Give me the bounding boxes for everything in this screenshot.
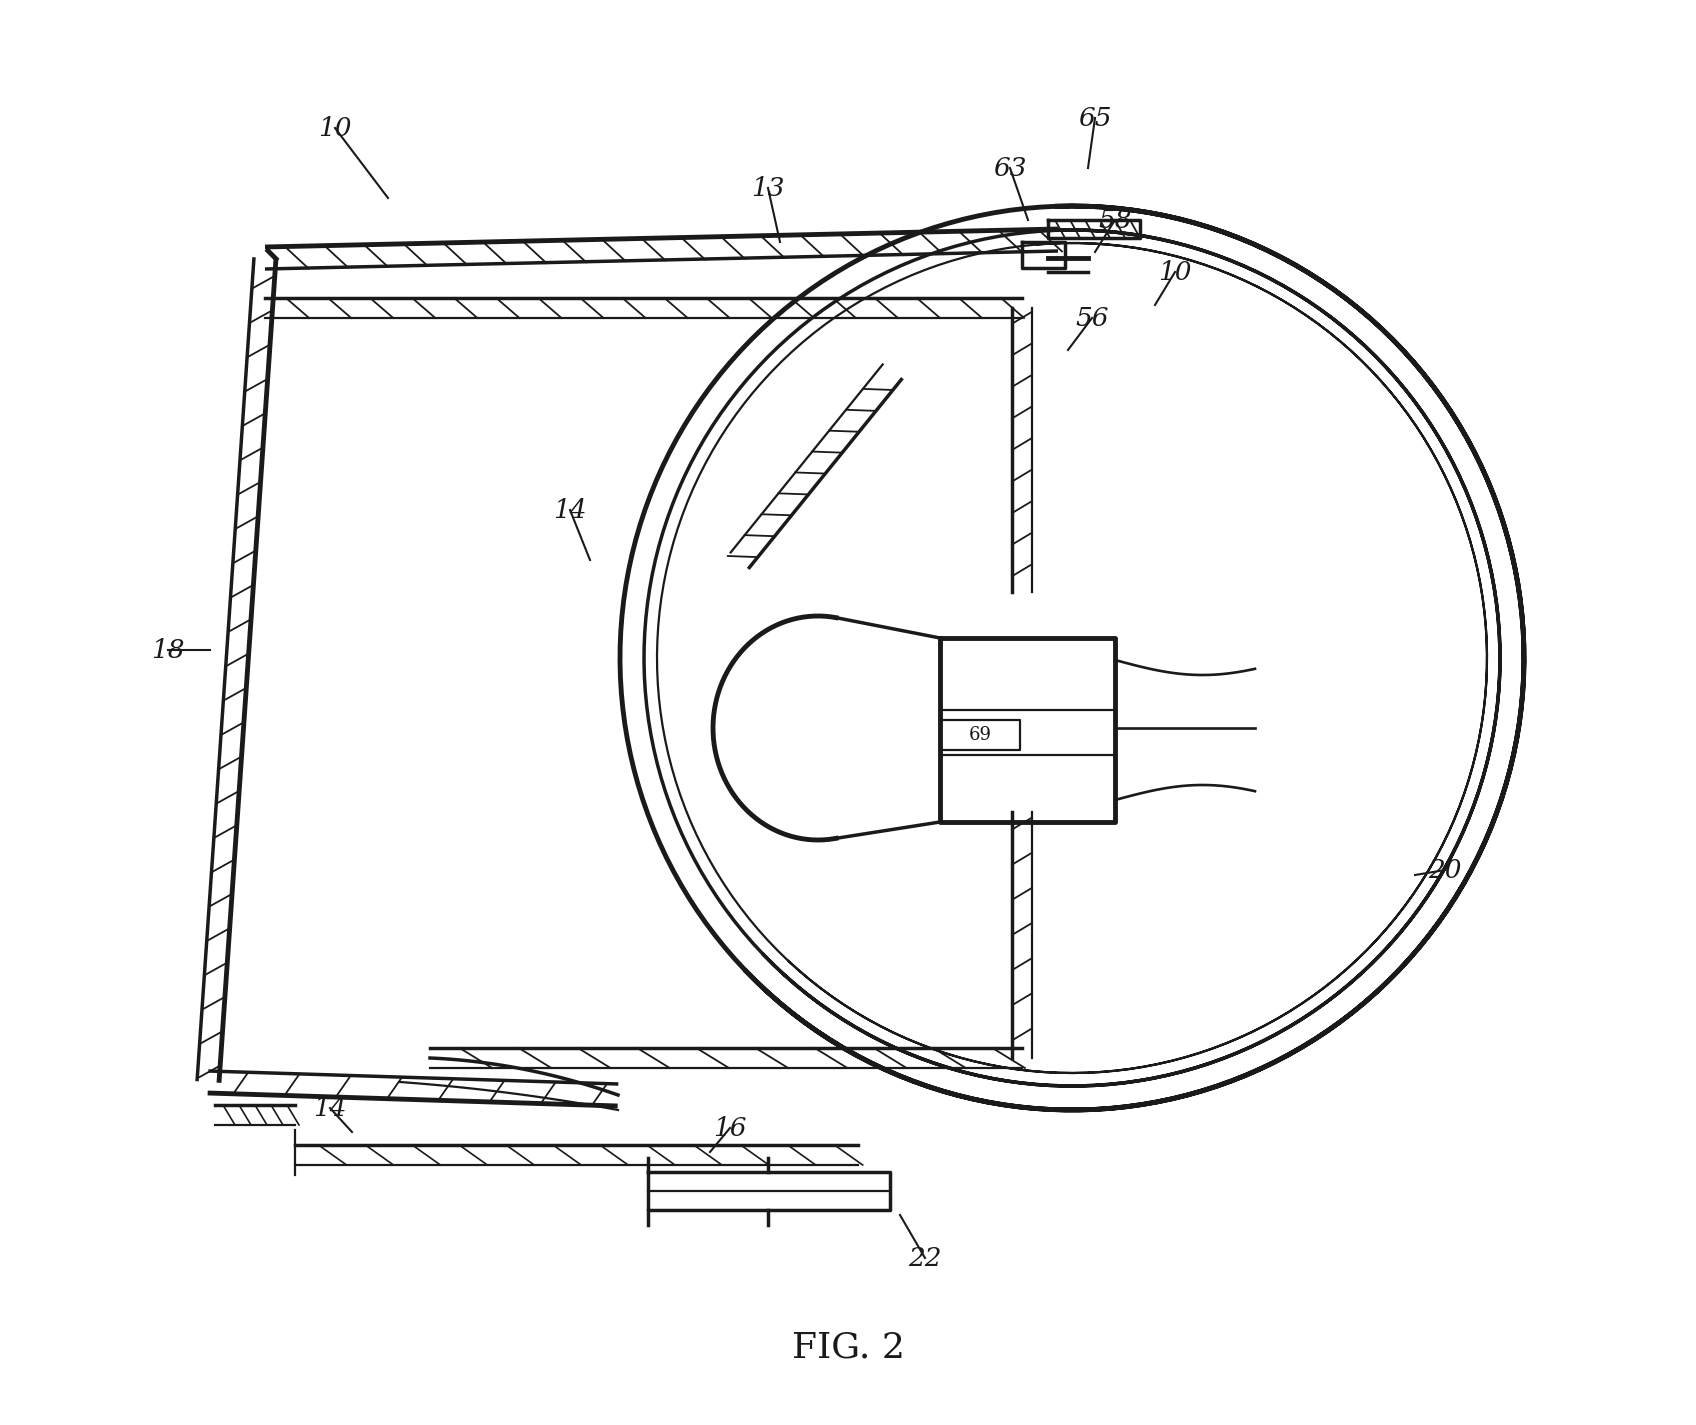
Text: 63: 63 [994, 155, 1026, 181]
Text: 14: 14 [553, 497, 587, 523]
Text: 69: 69 [968, 725, 992, 744]
Text: 56: 56 [1075, 305, 1109, 331]
Text: 10: 10 [1158, 259, 1192, 285]
Text: 13: 13 [751, 175, 785, 201]
Text: 18: 18 [151, 637, 185, 663]
Text: 20: 20 [1428, 858, 1462, 882]
Text: 22: 22 [909, 1245, 941, 1271]
Text: 16: 16 [714, 1116, 746, 1140]
Text: 10: 10 [319, 115, 351, 141]
Text: 65: 65 [1079, 105, 1113, 131]
Text: FIG. 2: FIG. 2 [792, 1331, 904, 1365]
Text: 14: 14 [314, 1096, 346, 1120]
Text: 58: 58 [1099, 208, 1131, 232]
